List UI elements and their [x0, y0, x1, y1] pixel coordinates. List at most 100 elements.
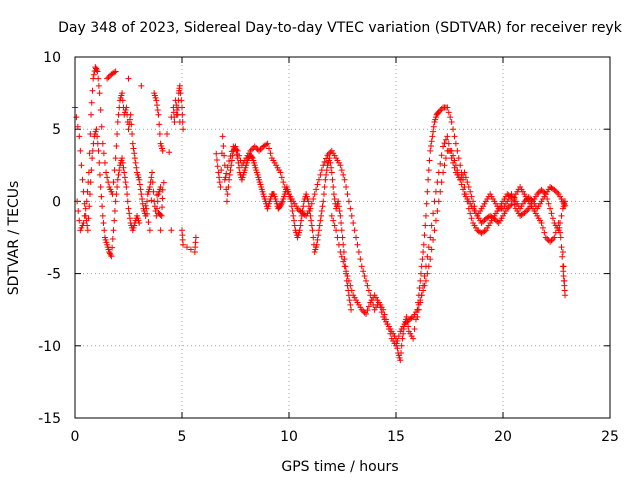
data-point [364, 282, 371, 289]
data-point [551, 186, 558, 193]
data-point [447, 147, 454, 154]
data-point [76, 217, 83, 224]
x-tick-label: 5 [178, 429, 187, 445]
data-point [448, 155, 455, 162]
data-point [97, 106, 104, 113]
data-point [136, 176, 143, 183]
data-point [119, 90, 126, 97]
data-point [327, 149, 334, 156]
data-point [321, 183, 328, 190]
data-point [355, 248, 362, 255]
data-point [291, 222, 298, 229]
data-point [435, 108, 442, 115]
data-point [89, 147, 96, 154]
data-point [434, 208, 441, 215]
data-point [337, 212, 344, 219]
data-point [343, 183, 350, 190]
data-point [156, 131, 163, 138]
data-point [545, 200, 552, 207]
data-point [387, 330, 394, 337]
data-point [263, 141, 270, 148]
data-point [331, 222, 338, 229]
data-point [176, 118, 183, 125]
data-point [277, 202, 284, 209]
data-point [160, 179, 167, 186]
data-point [298, 217, 305, 224]
data-point [432, 188, 439, 195]
data-point [176, 82, 183, 89]
data-point [309, 227, 316, 234]
data-point [224, 164, 231, 171]
data-point [338, 253, 345, 260]
data-point [110, 179, 117, 186]
data-point [465, 183, 472, 190]
data-point [461, 169, 468, 176]
data-point [105, 74, 112, 81]
data-point [146, 183, 153, 190]
data-point [363, 277, 370, 284]
data-point [507, 202, 514, 209]
data-point [164, 131, 171, 138]
data-point [421, 273, 428, 280]
data-point [340, 258, 347, 265]
data-point [76, 133, 83, 140]
data-point [365, 303, 372, 310]
data-point [93, 66, 100, 73]
data-point [544, 235, 551, 242]
data-point [301, 211, 308, 218]
data-point [296, 227, 303, 234]
data-point [290, 217, 297, 224]
data-point [159, 195, 166, 202]
data-point [394, 337, 401, 344]
data-point [480, 218, 487, 225]
data-point [90, 71, 97, 78]
data-point [336, 208, 343, 215]
data-point [264, 140, 271, 147]
data-point [248, 154, 255, 161]
data-point [462, 174, 469, 181]
data-point [322, 176, 329, 183]
data-point [320, 162, 327, 169]
x-tick-label: 0 [71, 429, 80, 445]
data-point [428, 138, 435, 145]
data-point [315, 176, 322, 183]
data-point [125, 126, 132, 133]
data-point [508, 194, 515, 201]
data-point [105, 179, 112, 186]
data-point [225, 183, 232, 190]
data-point [424, 188, 431, 195]
data-point [397, 350, 404, 357]
data-point [552, 188, 559, 195]
data-point [89, 155, 96, 162]
data-point [328, 169, 335, 176]
data-point [347, 282, 354, 289]
data-point [127, 111, 134, 118]
data-point [420, 282, 427, 289]
data-point [224, 191, 231, 198]
data-point [431, 198, 438, 205]
data-point [144, 198, 151, 205]
data-point [338, 220, 345, 227]
data-point [319, 203, 326, 210]
data-point [539, 188, 546, 195]
data-point [112, 68, 119, 75]
data-point [143, 205, 150, 212]
data-point [467, 210, 474, 217]
data-point [464, 179, 471, 186]
data-point [216, 179, 223, 186]
data-point [437, 107, 444, 114]
data-point [139, 195, 146, 202]
data-point [385, 325, 392, 332]
data-point [431, 227, 438, 234]
data-point [337, 248, 344, 255]
data-point [558, 212, 565, 219]
data-point [119, 159, 126, 166]
axis-ticks: 0 5 10 15 20 25 -15 -10 -5 0 5 10 [38, 50, 619, 445]
data-point [357, 256, 364, 263]
data-point [154, 192, 161, 199]
data-point [360, 268, 367, 275]
data-point [93, 126, 100, 133]
data-point [557, 234, 564, 241]
data-point [316, 222, 323, 229]
data-point [454, 147, 461, 154]
